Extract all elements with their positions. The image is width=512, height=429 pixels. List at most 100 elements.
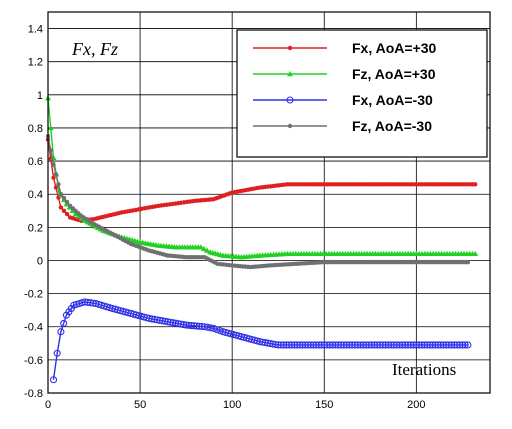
series-layer: [45, 95, 479, 384]
legend-item: Fx, AoA=+30: [253, 40, 437, 56]
data-point: [56, 182, 61, 187]
data-point: [213, 325, 221, 334]
legend-marker: [286, 96, 294, 104]
data-point: [51, 162, 56, 167]
data-point: [434, 341, 442, 349]
data-point: [473, 182, 478, 187]
data-point: [280, 341, 288, 349]
data-point: [200, 245, 207, 252]
data-point: [429, 341, 437, 349]
data-point: [264, 339, 272, 347]
data-point: [203, 247, 210, 253]
data-point: [450, 341, 458, 349]
y-tick-label: 0.2: [28, 222, 43, 234]
data-point: [153, 316, 161, 324]
legend-label: Fz, AoA=-30: [352, 118, 432, 134]
legend-marker: [287, 45, 293, 51]
y-tick-label: -0.2: [24, 289, 43, 301]
data-point: [465, 259, 471, 265]
data-point: [293, 341, 301, 349]
data-point: [274, 341, 282, 349]
data-point: [53, 349, 61, 357]
data-point: [161, 317, 169, 325]
data-point: [179, 321, 188, 329]
x-tick-label: 100: [223, 399, 241, 411]
data-point: [158, 317, 166, 325]
data-point: [266, 339, 274, 348]
data-point: [458, 341, 467, 349]
data-point: [197, 244, 204, 250]
data-point: [258, 338, 266, 346]
legend-item: Fz, AoA=-30: [253, 118, 432, 134]
legend-marker: [287, 123, 293, 129]
y-tick-label: -0.6: [24, 355, 43, 367]
series-0: [45, 137, 478, 223]
series-2: [49, 298, 472, 384]
data-point: [442, 341, 450, 349]
data-point: [437, 341, 445, 349]
x-tick-label: 150: [315, 399, 333, 411]
data-point: [47, 124, 54, 131]
y-tick-label: 0.4: [28, 189, 43, 201]
data-point: [272, 340, 280, 349]
data-point: [464, 341, 472, 349]
data-point: [151, 315, 159, 323]
data-point: [282, 341, 290, 349]
data-point: [415, 341, 423, 349]
data-point: [177, 320, 185, 328]
y-tick-label: 0.6: [28, 156, 43, 168]
data-point: [448, 341, 456, 349]
data-point: [445, 341, 453, 349]
tick-labels: -0.8 -0.6 -0.4 -0.2 0 0.2 0.4 0.6 0.8 1 1.2 1.4 0 50 1…: [24, 24, 425, 411]
data-point: [472, 250, 479, 257]
data-point: [269, 340, 277, 348]
x-tick-label: 200: [407, 399, 425, 411]
data-point: [145, 314, 153, 323]
data-point: [48, 148, 53, 153]
data-point: [315, 341, 323, 349]
legend-marker: [287, 71, 293, 77]
data-point: [423, 341, 431, 349]
data-point: [60, 319, 68, 327]
data-point: [187, 322, 195, 330]
data-point: [64, 211, 70, 217]
y-axis-label: Fx, Fz: [71, 39, 118, 59]
plot-frame: [47, 11, 491, 394]
data-point: [461, 341, 469, 349]
y-tick-label: -0.4: [24, 322, 43, 334]
data-point: [61, 195, 67, 201]
legend-item: Fz, AoA=+30: [253, 66, 436, 82]
data-point: [296, 341, 304, 349]
data-point: [58, 192, 64, 197]
data-point: [58, 205, 64, 210]
series-3: [45, 134, 471, 270]
data-point: [156, 316, 164, 324]
data-point: [439, 341, 448, 349]
data-point: [174, 320, 182, 328]
data-point: [185, 321, 193, 329]
data-point: [195, 322, 203, 330]
data-point: [261, 339, 269, 347]
x-tick-label: 0: [45, 399, 51, 411]
y-tick-label: 1: [37, 90, 43, 102]
data-point: [64, 199, 70, 205]
legend-label: Fx, AoA=-30: [352, 92, 433, 108]
data-point: [285, 341, 293, 349]
data-point: [164, 318, 172, 326]
data-point: [53, 185, 59, 190]
data-point: [312, 341, 320, 349]
data-point: [304, 341, 312, 349]
data-point: [456, 341, 464, 349]
data-point: [169, 319, 177, 327]
data-point: [307, 341, 315, 349]
data-point: [182, 321, 190, 329]
data-point: [309, 341, 317, 349]
legend-label: Fz, AoA=+30: [352, 66, 436, 82]
x-tick-label: 50: [134, 399, 146, 411]
data-point: [420, 341, 429, 349]
y-tick-label: 1.4: [28, 24, 43, 36]
data-point: [193, 322, 201, 330]
y-tick-label: 1.2: [28, 57, 43, 69]
data-point: [426, 341, 434, 349]
